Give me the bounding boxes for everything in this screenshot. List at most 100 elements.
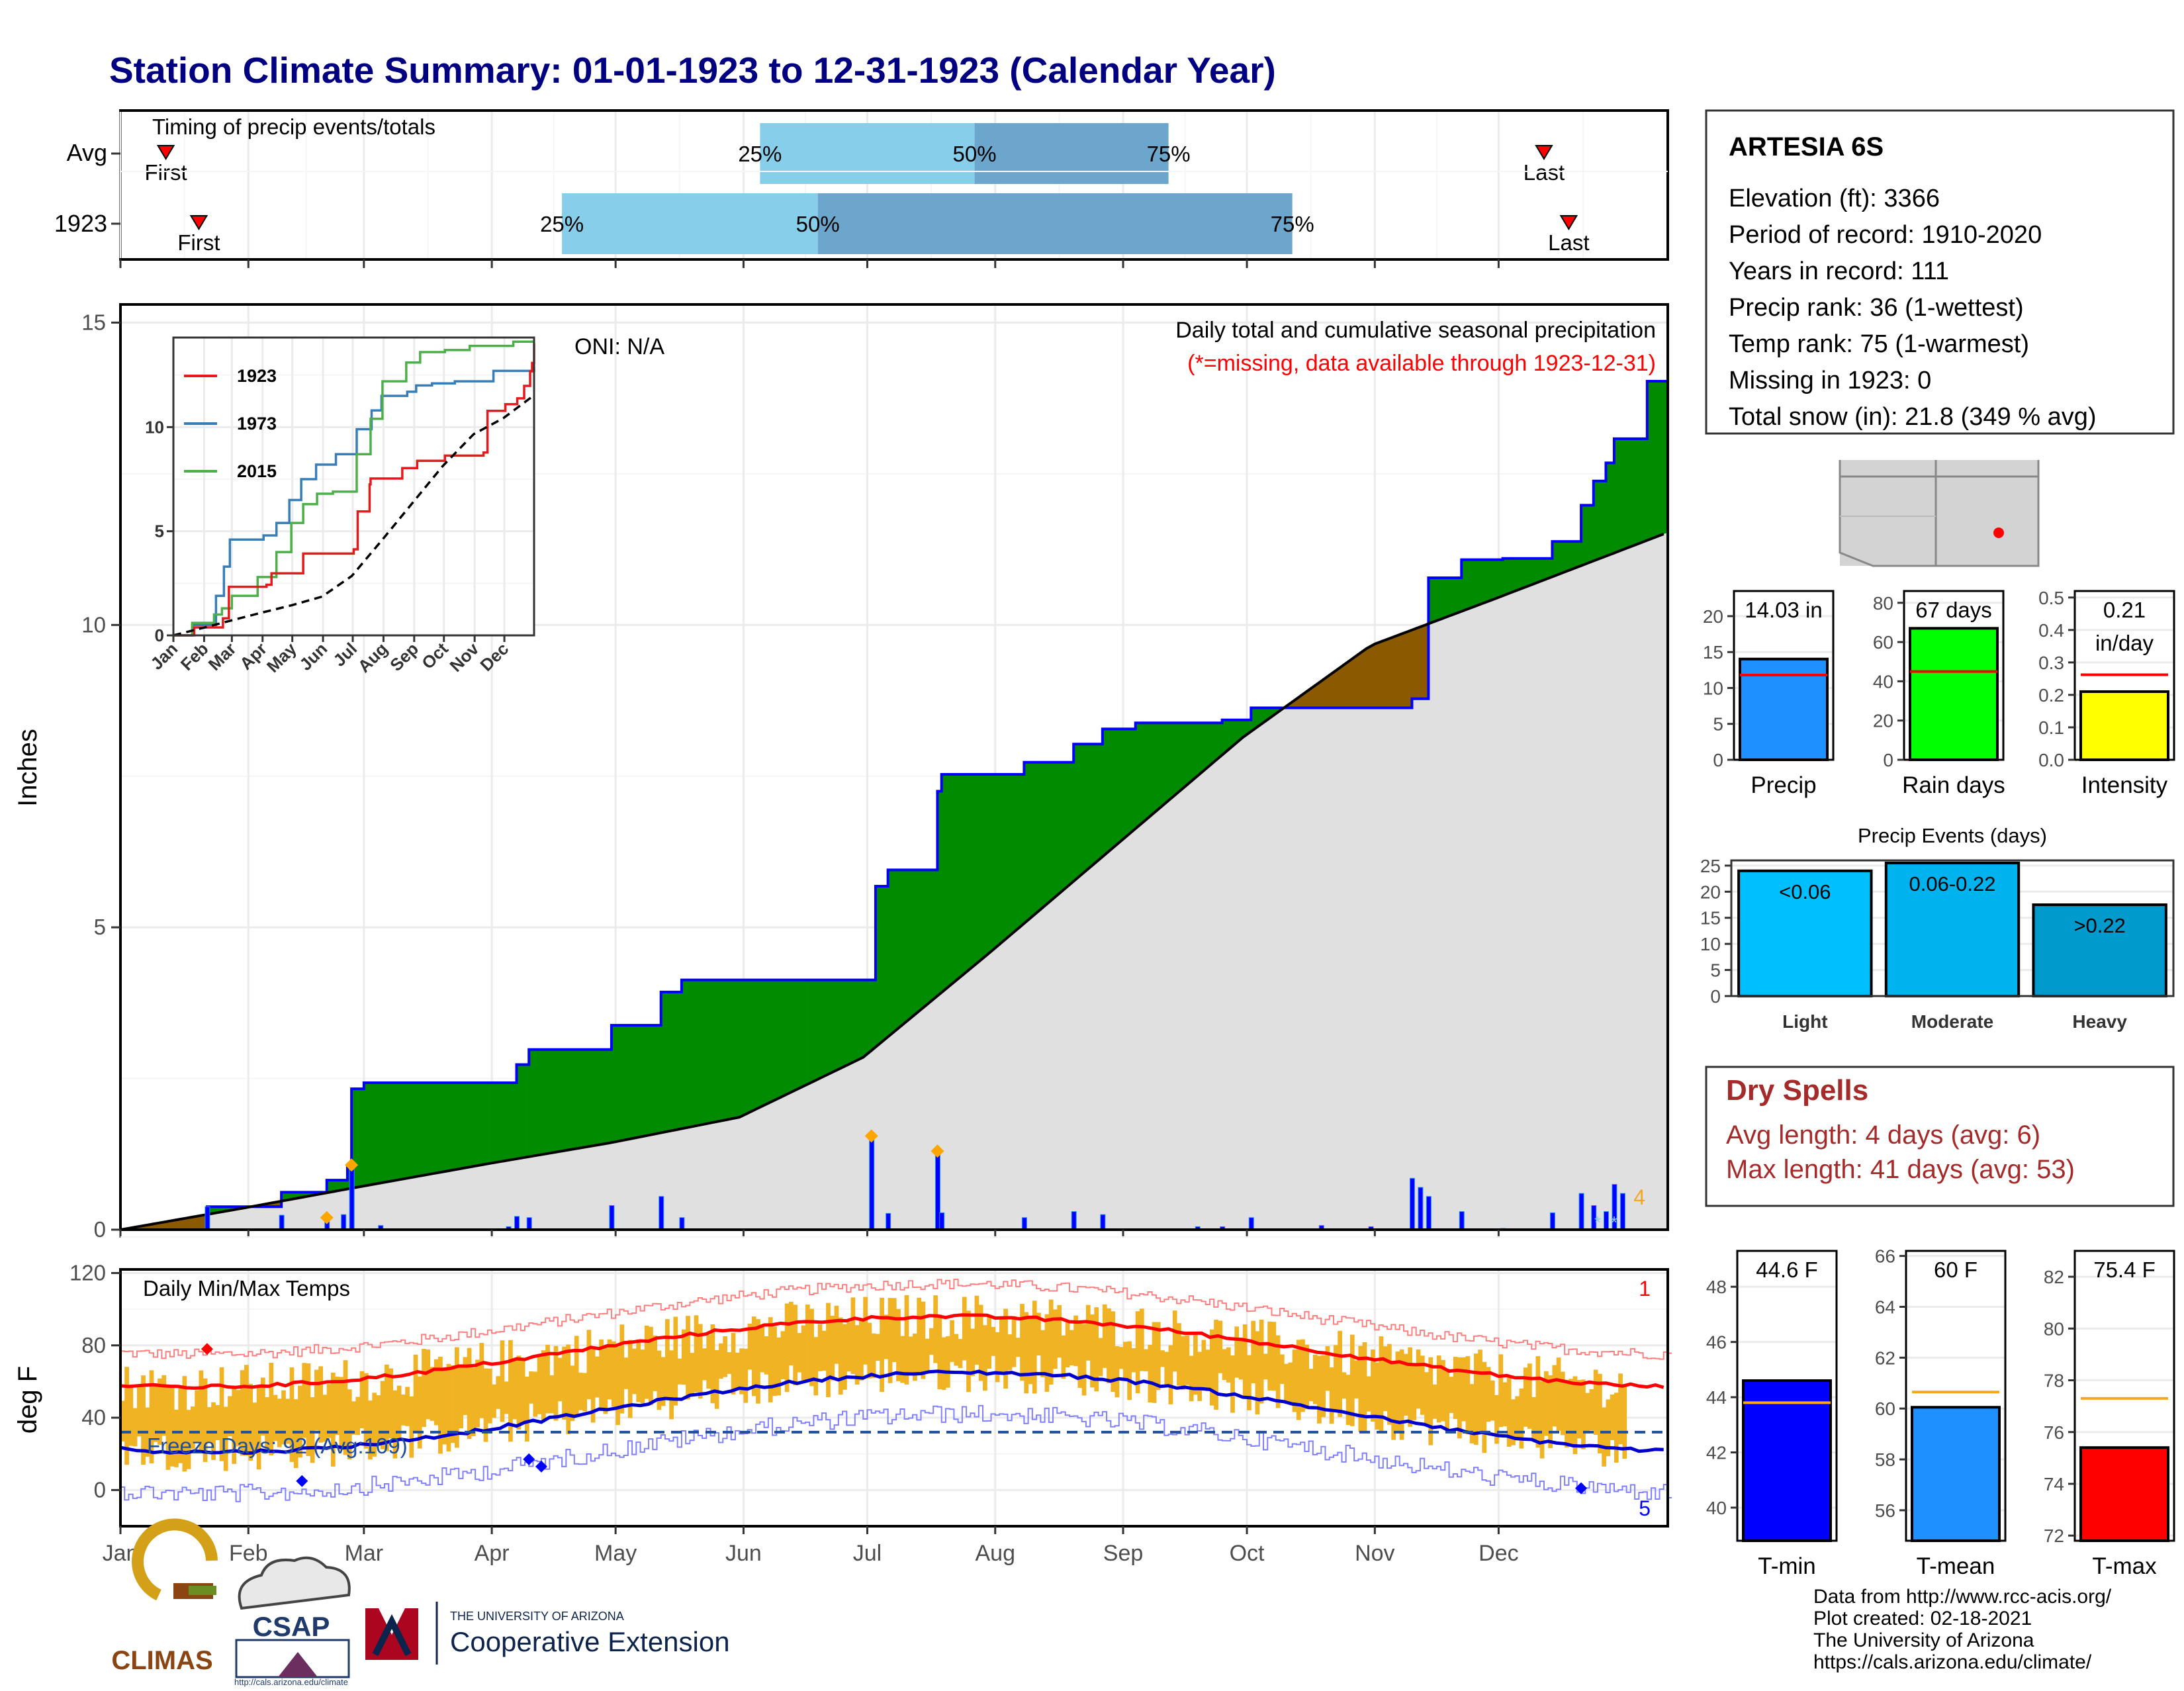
surplus-area [1040,762,1046,910]
daily-temp-bar [821,1330,827,1371]
surplus-area [764,980,769,1105]
surplus-area [632,1025,637,1139]
daily-temp-bar [1569,1379,1574,1447]
ua-big-text: Cooperative Extension [450,1626,730,1657]
surplus-area [1164,723,1169,804]
surplus-area [950,774,955,986]
surplus-area [1523,558,1528,588]
surplus-area [925,870,930,1007]
daily-temp-bar [627,1340,633,1418]
surplus-area [817,980,823,1079]
surplus-area [780,980,786,1097]
surplus-area [355,1089,361,1188]
daily-temp-bar [1371,1349,1375,1422]
daily-temp-bar [1073,1315,1078,1367]
surplus-area [1090,744,1095,868]
daily-temp-bar [1172,1310,1177,1372]
daily-temp-bar [1065,1320,1070,1368]
surplus-area [524,1064,529,1158]
daily-temp-bar [520,1361,525,1424]
surplus-area [1519,558,1524,590]
daily-temp-bar [619,1324,625,1414]
surplus-area [653,1025,658,1135]
ua-small-text: THE UNIVERSITY OF ARIZONA [450,1610,624,1623]
events-title: Precip Events (days) [1858,824,2047,847]
surplus-area [1085,744,1091,871]
daily-temp-bar [483,1368,488,1442]
daily-precip-bar [1021,1217,1027,1230]
tmin-value-label: 44.6 F [1756,1257,1818,1282]
precip-y-tick-label: 10 [81,612,106,637]
daily-temp-bar [1214,1320,1218,1410]
daily-temp-bar [653,1335,658,1391]
daily-temp-bar [1288,1362,1293,1405]
daily-temp-bar [1511,1399,1516,1445]
daily-temp-bar [1255,1331,1260,1415]
missing-note: (*=missing, data available through 1923-… [1187,351,1656,376]
daily-temp-bar [1003,1308,1008,1389]
surplus-area [966,774,971,972]
surplus-area [978,774,983,962]
timing-pct-50: 50% [796,212,840,236]
timing-row-avg-label: Avg [67,139,107,166]
surplus-area [500,1082,505,1162]
surplus-area [1065,762,1070,889]
footer-credits: Data from http://www.rcc-acis.org/Plot c… [1813,1586,2112,1673]
surplus-area [1144,723,1149,822]
missing-marker: * [1611,1212,1617,1232]
deficit-area [186,1217,191,1230]
surplus-area [1123,729,1128,839]
daily-temp-bar [1234,1326,1240,1378]
daily-temp-bar [413,1354,418,1434]
surplus-area [884,886,889,1040]
temp-y-tick-label: 80 [81,1333,106,1357]
surplus-area [1230,719,1235,749]
daily-temp-bar [917,1297,922,1373]
deficit-area [182,1218,187,1230]
temp-panel-title: Daily Min/Max Temps [143,1276,350,1301]
surplus-area [1107,729,1111,854]
daily-precip-bar [609,1205,615,1230]
daily-precip-bar [1426,1196,1432,1230]
last-marker [1535,145,1553,160]
dry-spells-box: Dry Spells Avg length: 4 days (avg: 6) M… [1705,1066,2175,1207]
daily-temp-bar [1358,1346,1363,1432]
daily-precip-bar [205,1206,210,1230]
daily-temp-bar [1391,1362,1396,1440]
daily-temp-bar [1308,1369,1314,1402]
intensity-bar [2079,690,2169,762]
surplus-area [1598,480,1602,560]
surplus-area [1209,723,1214,766]
daily-temp-bar [158,1378,162,1445]
tmax-y-tick-label: 80 [2044,1318,2064,1339]
surplus-area [405,1082,410,1179]
daily-temp-bar [265,1396,269,1449]
daily-temp-bar [1329,1367,1334,1424]
daily-temp-bar [694,1315,699,1393]
events-frame [1730,859,2175,997]
tmin-y-tick-label: 48 [1706,1277,1727,1297]
tmin-axis-label: T-min [1758,1553,1816,1579]
daily-temp-bar [1275,1335,1281,1408]
surplus-area [582,1049,588,1148]
surplus-area [1057,762,1062,895]
station-info-line: Period of record: 1910-2020 [1729,221,2042,249]
daily-temp-bar [1560,1371,1565,1436]
surplus-area [908,870,913,1020]
daily-temp-bar [1040,1330,1046,1377]
daily-temp-bar [1271,1322,1277,1391]
precip-total-chart: 0 5 10 15 20 14.03 in Precip [1703,590,1835,798]
daily-temp-bar [739,1348,744,1394]
daily-temp-bar [673,1316,678,1406]
daily-temp-bar [1238,1337,1244,1380]
surplus-area [1115,729,1120,846]
oni-label: ONI: N/A [574,334,664,359]
surplus-area [396,1082,402,1181]
deficit-area [1366,645,1371,708]
rain-days-y-tick-label: 60 [1873,632,1893,653]
inset-legend-label: 1973 [237,414,277,434]
daily-temp-bar [1107,1308,1111,1383]
deficit-area [1375,642,1380,708]
daily-temp-bar [1011,1316,1017,1367]
daily-temp-bar [925,1338,930,1373]
